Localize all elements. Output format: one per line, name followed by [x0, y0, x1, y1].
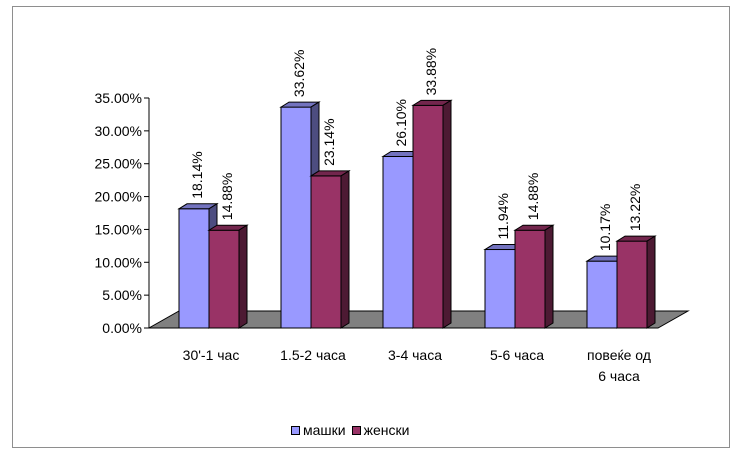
data-label-male-1: 33.62% — [291, 50, 307, 97]
data-label-female-4: 13.22% — [627, 184, 643, 231]
data-label-female-0: 14.88% — [219, 173, 235, 220]
y-tick-label: 35.00% — [95, 90, 142, 106]
x-tick-label-4: повеќе од 6 часа — [587, 347, 651, 384]
y-tick-label: 20.00% — [95, 189, 142, 205]
y-tick-label: 0.00% — [102, 320, 142, 336]
y-tick-label: 5.00% — [102, 287, 142, 303]
y-tick-label: 30.00% — [95, 123, 142, 139]
data-label-female-1: 23.14% — [321, 118, 337, 165]
legend-label-female: женски — [363, 422, 410, 438]
legend-label-male: машки — [303, 422, 346, 438]
legend: машки женски — [291, 421, 409, 439]
bar-female-0 — [207, 224, 249, 329]
y-tick-label: 15.00% — [95, 221, 142, 237]
legend-swatch-male — [291, 425, 300, 435]
x-tick-label-1: 1.5-2 часа — [280, 347, 346, 363]
data-label-male-4: 10.17% — [597, 204, 613, 251]
x-tick-label-0: 30'-1 час — [183, 347, 240, 363]
data-label-male-3: 11.94% — [495, 193, 511, 239]
y-tick-label: 10.00% — [95, 254, 142, 270]
chart-frame — [12, 6, 730, 448]
data-label-male-2: 26.10% — [393, 99, 409, 146]
legend-item-female: женски — [351, 422, 410, 438]
legend-item-male: машки — [291, 422, 346, 438]
data-label-male-0: 18.14% — [189, 151, 205, 198]
bar-female-4 — [615, 235, 657, 329]
bar-female-1 — [309, 170, 351, 329]
x-tick-label-2: 3-4 часа — [388, 347, 442, 363]
x-tick-label-3: 5-6 часа — [490, 347, 544, 363]
data-label-female-2: 33.88% — [423, 48, 439, 95]
bar-female-2 — [411, 99, 453, 329]
data-label-female-3: 14.88% — [525, 173, 541, 220]
legend-swatch-female — [351, 425, 361, 435]
bar-female-3 — [513, 224, 555, 329]
y-tick-label: 25.00% — [95, 156, 142, 172]
